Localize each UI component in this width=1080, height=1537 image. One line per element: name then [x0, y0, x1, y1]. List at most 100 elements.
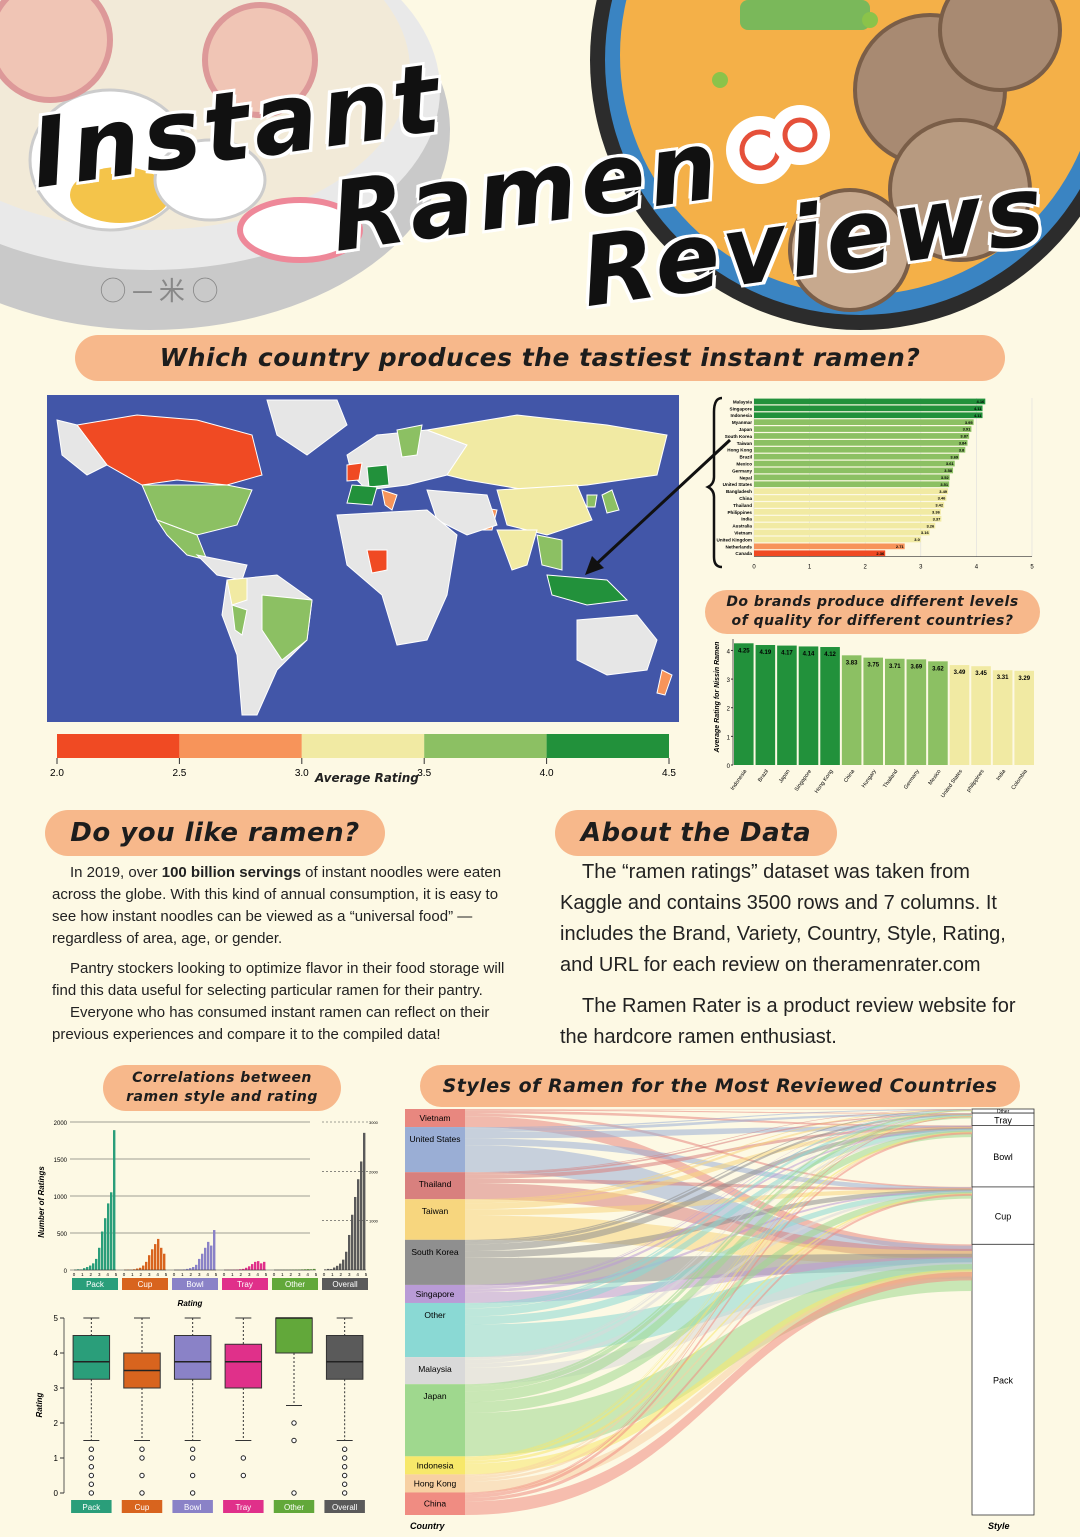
nissin-category-label: Japan: [778, 769, 792, 785]
hist-x-tick: 2: [190, 1272, 193, 1277]
sankey-flow: [465, 1190, 972, 1325]
hist-bar: [239, 1269, 242, 1270]
country-node: [405, 1474, 465, 1493]
nissin-bar: [863, 657, 883, 765]
correlations-heading-line-1: Correlations between: [132, 1070, 312, 1086]
nissin-category-label: Singapore: [794, 769, 813, 793]
hist-bar: [192, 1267, 195, 1270]
outlier: [139, 1490, 145, 1496]
country-label: South Korea: [725, 434, 753, 439]
box: [224, 1343, 263, 1389]
nissin-heading-line-2: of quality for different countries?: [731, 613, 1014, 629]
style-label-box: [72, 1278, 118, 1290]
correlations-heading-line-2: ramen style and rating: [126, 1089, 318, 1105]
world-map-svg: [56, 399, 673, 716]
country-label: United Kingdom: [717, 537, 752, 542]
nissin-value-label: 3.75: [867, 663, 879, 669]
sankey-flow: [465, 1116, 972, 1495]
hist-bar: [92, 1263, 95, 1270]
style-node-label: Other: [997, 1109, 1010, 1115]
hist-x-tick: 0: [223, 1272, 226, 1277]
country-bar: [754, 398, 986, 405]
nissin-category-label: Indonesia: [730, 768, 749, 792]
overall-tick-label: 3000: [369, 1120, 379, 1125]
nissin-y-axis-label: Average Rating for Nissin Ramen: [714, 642, 721, 754]
legend-swatch: [301, 734, 425, 758]
country-value-label: 3.49: [939, 489, 948, 494]
hist-x-tick: 4: [306, 1272, 309, 1277]
sankey-flow: [465, 1110, 972, 1457]
nissin-bar: [928, 661, 948, 765]
hist-bar: [242, 1268, 245, 1270]
hist-bar: [351, 1214, 354, 1270]
nissin-bar: [820, 647, 840, 765]
sankey-flow: [465, 1115, 972, 1360]
legend-tick-label: 4.5: [662, 768, 676, 779]
style-label: Pack: [86, 1280, 105, 1289]
sankey-flow: [465, 1115, 972, 1392]
outlier: [88, 1472, 95, 1479]
box: [72, 1335, 111, 1380]
country-value-label: 3.26: [926, 523, 935, 528]
style-node-label: Pack: [993, 1376, 1014, 1386]
country-node: [405, 1284, 465, 1303]
country-node-label: Vietnam: [419, 1113, 450, 1123]
nissin-value-label: 4.19: [760, 650, 772, 656]
hist-bar: [195, 1264, 198, 1270]
style-label-box: [322, 1278, 368, 1290]
hist-x-tick: 5: [215, 1272, 218, 1277]
hist-bar: [210, 1245, 213, 1270]
style-node: [971, 1186, 1035, 1245]
country-bar: [754, 474, 950, 481]
map-united-kingdom: [346, 462, 363, 482]
sankey-flow: [465, 1109, 972, 1110]
country-bar: [754, 460, 955, 467]
country-node: [405, 1384, 465, 1457]
nissin-value-label: 3.29: [1018, 676, 1030, 682]
country-value-label: 3.52: [941, 475, 950, 480]
nissin-category-label: Thailand: [882, 769, 899, 790]
hist-x-tick: 0: [173, 1272, 176, 1277]
country-label: United States: [723, 482, 753, 487]
country-node-label: China: [424, 1499, 446, 1509]
legend-swatch: [179, 734, 302, 758]
hist-bar: [148, 1255, 151, 1270]
hist-bar: [189, 1268, 192, 1270]
hist-bar: [363, 1132, 366, 1270]
outlier: [341, 1446, 348, 1452]
hist-bar: [336, 1265, 339, 1270]
outlier: [88, 1481, 95, 1487]
country-node: [405, 1239, 465, 1285]
sankey-country-axis-label: Country: [410, 1521, 445, 1531]
hist-bar: [139, 1267, 142, 1270]
header: ◯ ─ 米 ◯ Instant Ramen Reviews: [0, 0, 1080, 330]
map-legend: 2.0 2.5 3.0 3.5 4.0 4.5: [50, 734, 676, 779]
hist-bar: [198, 1258, 201, 1270]
hist-x-tick: 2: [90, 1272, 93, 1277]
country-value-label: 3.16: [921, 530, 930, 535]
country-label: Indonesia: [731, 413, 753, 418]
country-value-label: 3.87: [960, 434, 969, 439]
hist-bar: [307, 1269, 310, 1270]
country-value-label: 3.37: [933, 516, 942, 521]
country-bar: [754, 522, 936, 529]
country-label: Thailand: [733, 503, 752, 508]
y-tick-label: 1: [727, 735, 731, 741]
hist-x-tick: 5: [265, 1272, 268, 1277]
box-y-axis-label: Rating: [35, 1392, 44, 1417]
ramen-bowls-illustration: ◯ ─ 米 ◯: [0, 0, 1080, 330]
style-label: Other: [284, 1503, 304, 1512]
country-label: Malaysia: [733, 399, 753, 404]
country-label: Netherlands: [725, 544, 752, 549]
hist-x-tick: 1: [231, 1272, 234, 1277]
hist-bar: [83, 1268, 86, 1270]
hist-bar: [104, 1218, 107, 1270]
nissin-category-label: philippines: [966, 769, 986, 794]
nissin-bar: [734, 643, 754, 765]
hist-x-tick: 2: [340, 1272, 343, 1277]
nissin-bar: [885, 658, 905, 765]
hist-x-tick: 2: [140, 1272, 143, 1277]
country-label: Canada: [735, 551, 752, 556]
y-tick-label: 0: [727, 764, 731, 770]
